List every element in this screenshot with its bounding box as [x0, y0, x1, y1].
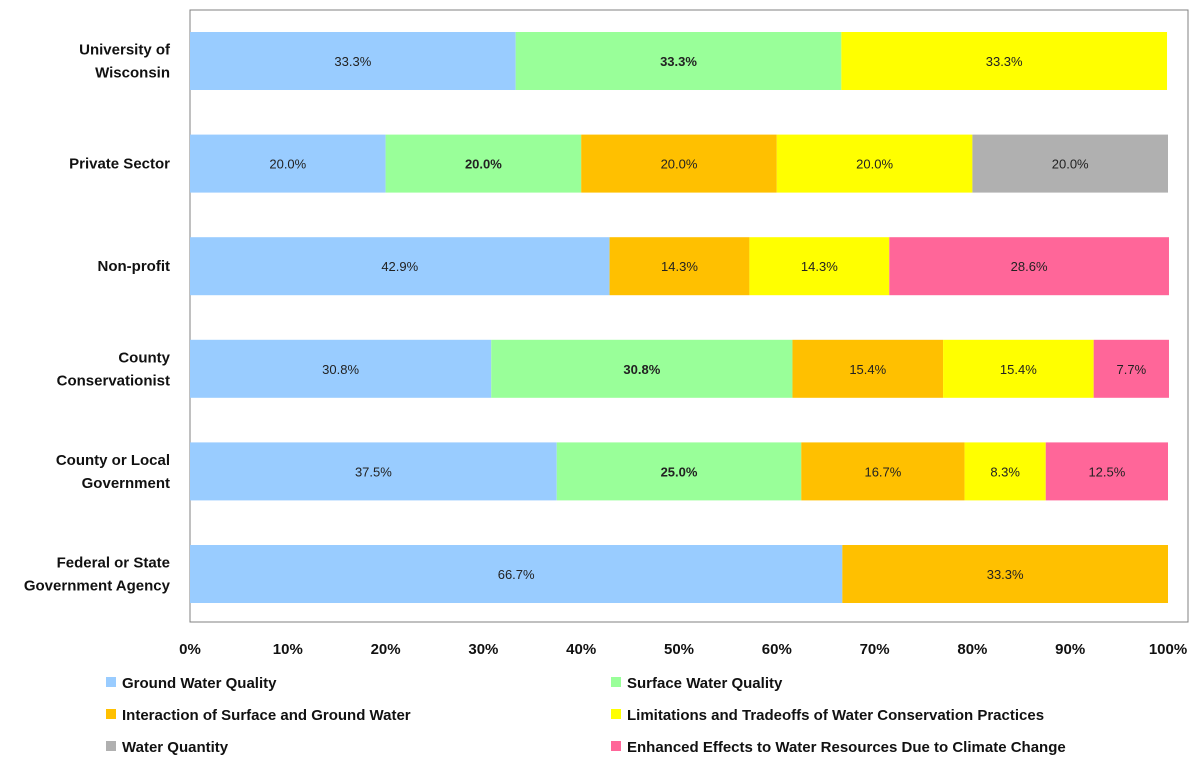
bar-segment [943, 339, 1094, 398]
data-label: 12.5% [1088, 464, 1125, 479]
bar-segment [749, 237, 890, 296]
data-label: 15.4% [1000, 362, 1037, 377]
legend-label: Enhanced Effects to Water Resources Due … [627, 739, 1066, 756]
bar-segment [889, 237, 1169, 296]
x-tick-label: 0% [179, 641, 201, 658]
x-tick-label: 80% [957, 641, 987, 658]
category-label: County [118, 349, 170, 366]
bar-segment [190, 134, 386, 193]
data-label: 28.6% [1011, 259, 1048, 274]
legend-label: Limitations and Tradeoffs of Water Conse… [627, 707, 1044, 724]
bar-segment [964, 442, 1046, 501]
bar-segment [190, 339, 492, 398]
legend-label: Surface Water Quality [627, 675, 783, 692]
x-axis-ticks: 0% 10% 20% 30% 40% 50% 60% 70% 80% 90% 100% [179, 641, 1187, 658]
data-label: 33.3% [660, 54, 697, 69]
data-label: 33.3% [986, 54, 1023, 69]
legend-swatch [106, 741, 116, 751]
bar-segment [491, 339, 793, 398]
data-label: 20.0% [269, 157, 306, 172]
data-label: 20.0% [661, 157, 698, 172]
bar-segment [776, 134, 973, 193]
data-label: 33.3% [987, 567, 1024, 582]
x-tick-label: 10% [273, 641, 303, 658]
data-label: 7.7% [1117, 362, 1147, 377]
bar-segment [972, 134, 1168, 193]
bar-segment [190, 442, 557, 501]
x-tick-label: 70% [860, 641, 890, 658]
data-label: 15.4% [849, 362, 886, 377]
legend-swatch [611, 709, 621, 719]
bar-segment [581, 134, 777, 193]
plot-area [189, 9, 1189, 623]
x-tick-label: 100% [1149, 641, 1187, 658]
data-label: 37.5% [355, 464, 392, 479]
bar-segment [190, 545, 843, 603]
category-label: Federal or State [57, 555, 170, 572]
x-tick-label: 40% [566, 641, 596, 658]
category-label: Private Sector [69, 156, 170, 173]
x-tick-label: 20% [371, 641, 401, 658]
category-labels: University of Wisconsin Private Sector Non-… [24, 42, 171, 595]
data-label: 14.3% [661, 259, 698, 274]
data-label: 30.8% [623, 362, 660, 377]
data-label: 16.7% [864, 464, 901, 479]
data-label: 33.3% [334, 54, 371, 69]
category-label: Conservationist [57, 372, 170, 389]
legend-label: Ground Water Quality [122, 675, 277, 692]
bar-segment [801, 442, 965, 501]
x-tick-label: 30% [468, 641, 498, 658]
x-tick-label: 50% [664, 641, 694, 658]
bar-segment [842, 545, 1168, 603]
data-label: 14.3% [801, 259, 838, 274]
x-tick-label: 90% [1055, 641, 1085, 658]
category-label: Non-profit [98, 258, 170, 275]
bar-segment [1093, 339, 1169, 398]
bars-group: 33.3% 33.3% 33.3% 20.0% 20.0% 20.0% 20.0% 20.0%… [190, 32, 1169, 603]
data-label: 25.0% [661, 464, 698, 479]
bar-segment [385, 134, 582, 193]
bar-segment [841, 32, 1168, 90]
bar-segment [190, 237, 610, 296]
bar-segment [556, 442, 802, 501]
data-label: 30.8% [322, 362, 359, 377]
legend-swatch [106, 709, 116, 719]
legend-label: Water Quantity [122, 739, 229, 756]
category-label: County or Local [56, 452, 170, 469]
data-label: 20.0% [1052, 157, 1089, 172]
legend-swatch [611, 677, 621, 687]
data-label: 20.0% [856, 157, 893, 172]
data-label: 20.0% [465, 157, 502, 172]
data-label: 42.9% [381, 259, 418, 274]
bar-segment [792, 339, 944, 398]
legend: Ground Water Quality Surface Water Qualit… [106, 675, 1066, 756]
legend-swatch [611, 741, 621, 751]
category-label: Government [82, 475, 170, 492]
legend-label: Interaction of Surface and Ground Water [122, 707, 411, 724]
bar-segment [190, 32, 516, 90]
data-label: 8.3% [990, 464, 1020, 479]
x-tick-label: 60% [762, 641, 792, 658]
bar-segment [515, 32, 842, 90]
data-label: 66.7% [498, 567, 535, 582]
category-label: Wisconsin [95, 65, 170, 82]
bar-segment [609, 237, 750, 296]
bar-segment [1045, 442, 1168, 501]
legend-swatch [106, 677, 116, 687]
category-label: Government Agency [24, 578, 171, 595]
category-label: University of [79, 42, 171, 59]
